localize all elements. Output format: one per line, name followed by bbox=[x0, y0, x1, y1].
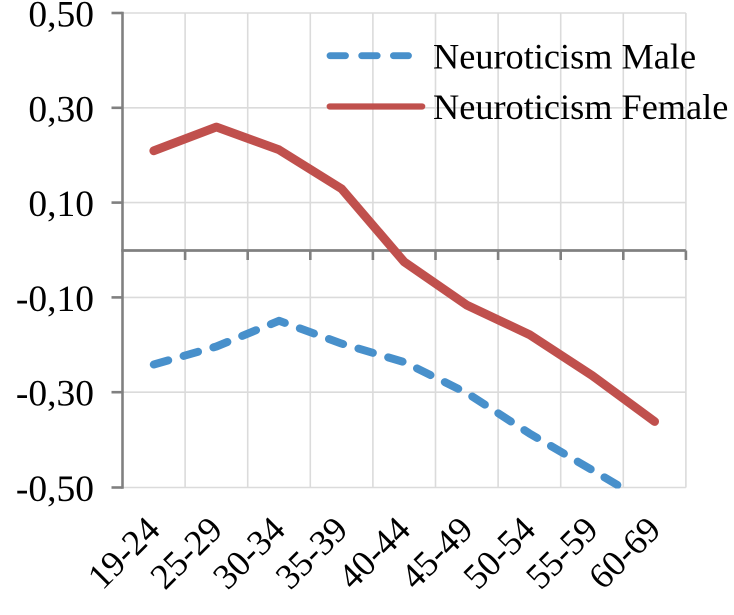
svg-text:-0,30: -0,30 bbox=[16, 374, 94, 415]
svg-text:-0,50: -0,50 bbox=[16, 469, 94, 510]
svg-text:0,30: 0,30 bbox=[28, 89, 94, 130]
svg-text:0,50: 0,50 bbox=[28, 0, 94, 36]
svg-text:-0,10: -0,10 bbox=[16, 279, 94, 320]
svg-text:Neuroticism Male: Neuroticism Male bbox=[433, 36, 696, 76]
svg-text:0,10: 0,10 bbox=[28, 184, 94, 225]
svg-text:Neuroticism Female: Neuroticism Female bbox=[433, 87, 728, 127]
